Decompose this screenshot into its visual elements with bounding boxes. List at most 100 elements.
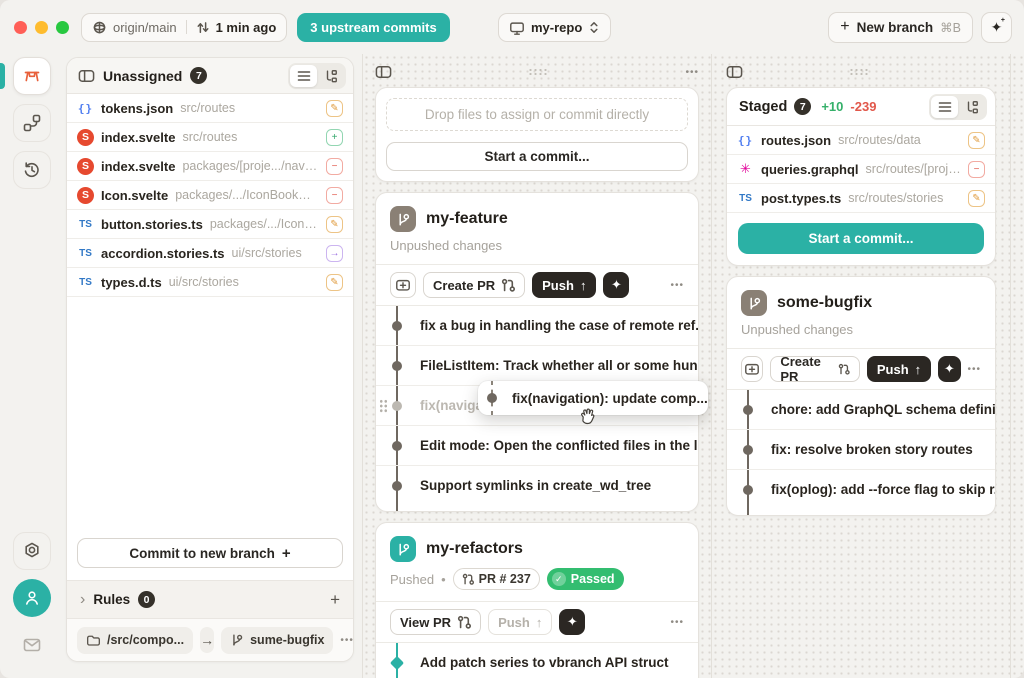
repo-selector[interactable]: my-repo <box>498 13 612 42</box>
branch-card-my-feature: my-feature Unpushed changes Create PR <box>375 192 699 512</box>
new-branch-button[interactable]: + New branch ⌘B <box>828 11 973 43</box>
create-pr-label: Create PR <box>780 354 821 384</box>
add-rule-button[interactable]: + <box>330 589 340 609</box>
mail-icon <box>23 638 41 652</box>
start-commit-button[interactable]: Start a commit... <box>386 142 688 171</box>
commit-row[interactable]: fix a bug in handling the case of remote… <box>376 306 698 345</box>
check-icon: ✓ <box>551 572 566 586</box>
file-row[interactable]: TS button.stories.ts packages/.../IconBo… <box>67 210 353 239</box>
drop-files-zone[interactable]: Drop files to assign or commit directly <box>386 98 688 131</box>
footer-menu-button[interactable]: ••• <box>340 634 354 646</box>
branch-menu-button[interactable]: ••• <box>670 616 684 628</box>
file-path: packages/[proje.../navigati... <box>182 159 319 173</box>
view-mode-toggle <box>288 62 346 89</box>
file-row[interactable]: S Icon.svelte packages/.../IconBookmark.… <box>67 181 353 210</box>
minimize-window-button[interactable] <box>35 20 48 34</box>
push-button-disabled[interactable]: Push ↑ <box>488 609 553 635</box>
unassigned-count-badge: 7 <box>190 67 208 84</box>
branch-menu-button[interactable]: ••• <box>967 363 982 375</box>
window-controls <box>14 20 69 34</box>
view-pr-button[interactable]: View PR <box>390 609 482 635</box>
file-row[interactable]: {} tokens.json src/routes ✎ <box>67 94 353 123</box>
commit-message: chore: add GraphQL schema defini... <box>771 402 995 417</box>
file-row[interactable]: TS post.types.ts src/routes/stories ✎ <box>727 184 995 213</box>
ai-branch-button[interactable]: ✦ <box>603 272 630 298</box>
checks-passed-badge[interactable]: ✓ Passed <box>546 568 624 590</box>
panel-collapse-icon[interactable] <box>726 64 743 80</box>
file-row[interactable]: TS types.d.ts ui/src/stories ✎ <box>67 268 353 297</box>
tree-view-button[interactable] <box>317 65 344 87</box>
upstream-commits-badge[interactable]: 3 upstream commits <box>297 12 450 42</box>
commit-row[interactable]: fix(oplog): add --force flag to skip r..… <box>727 469 995 509</box>
commit-row[interactable]: fix: resolve broken story routes <box>727 429 995 469</box>
file-row[interactable]: S index.svelte src/routes + <box>67 123 353 152</box>
nav-workspace-button[interactable] <box>13 57 51 95</box>
graphql-file-icon: ✳ <box>740 161 751 176</box>
file-row[interactable]: S index.svelte packages/[proje.../naviga… <box>67 152 353 181</box>
status-modified-icon: ✎ <box>326 99 343 117</box>
stack-header <box>726 60 996 84</box>
svelte-file-icon: S <box>77 128 94 146</box>
status-removed-icon: − <box>326 157 343 175</box>
drag-handle-icon[interactable] <box>528 68 550 76</box>
zoom-window-button[interactable] <box>56 20 69 34</box>
assign-arrow-button[interactable]: → <box>200 627 215 653</box>
push-label: Push <box>498 614 530 630</box>
list-view-button[interactable] <box>290 64 317 87</box>
branch-header[interactable]: my-feature Unpushed changes <box>376 193 698 264</box>
file-row[interactable]: TS accordion.stories.ts ui/src/stories → <box>67 239 353 268</box>
create-pr-button[interactable]: Create PR <box>770 354 860 384</box>
file-name: index.svelte <box>101 129 176 145</box>
panel-collapse-icon[interactable] <box>375 64 392 80</box>
assign-changes-button[interactable] <box>741 356 764 382</box>
separator-dot: • <box>441 571 446 587</box>
create-pr-button[interactable]: Create PR <box>423 272 526 298</box>
nav-history-button[interactable] <box>13 151 51 189</box>
drag-handle-icon[interactable] <box>848 68 870 76</box>
branch-header[interactable]: my-refactors Pushed • PR # 237 ✓ Passed <box>376 523 698 601</box>
status-modified-icon: ✎ <box>326 273 343 291</box>
branch-menu-button[interactable]: ••• <box>670 279 684 291</box>
commit-row[interactable]: Add patch series to vbranch API struct <box>376 643 698 678</box>
tree-view-button[interactable] <box>958 96 985 118</box>
commit-row[interactable]: FileListItem: Track whether all or some … <box>376 345 698 385</box>
panel-left-icon[interactable] <box>78 68 95 84</box>
commit-dot-icon <box>392 400 402 411</box>
commit-diamond-icon <box>389 655 405 670</box>
branch-header[interactable]: some-bugfix Unpushed changes <box>727 277 995 348</box>
file-name: index.svelte <box>101 158 176 174</box>
tree-view-icon <box>326 69 337 82</box>
source-path-chip[interactable]: /src/compo... <box>77 626 194 654</box>
commit-row[interactable]: Edit mode: Open the conflicted files in … <box>376 425 698 465</box>
file-row[interactable]: {} routes.json src/routes/data ✎ <box>727 126 995 155</box>
commit-to-new-branch-button[interactable]: Commit to new branch + <box>77 538 343 568</box>
file-path: packages/.../IconBook... <box>209 217 319 231</box>
top-bar: origin/main 1 min ago 3 upstream commits… <box>0 0 1024 54</box>
list-view-button[interactable] <box>931 95 958 118</box>
user-avatar[interactable] <box>13 579 51 617</box>
ai-branch-button[interactable]: ✦ <box>559 609 586 635</box>
commit-row[interactable]: chore: add GraphQL schema defini... <box>727 390 995 429</box>
settings-button[interactable] <box>13 532 51 570</box>
pr-number-pill[interactable]: PR # 237 <box>452 568 540 590</box>
target-branch-button[interactable]: origin/main 1 min ago <box>81 12 288 42</box>
ai-actions-button[interactable]: ✦ + <box>981 11 1012 43</box>
commit-row[interactable]: Support symlinks in create_wd_tree <box>376 465 698 505</box>
file-row[interactable]: ✳ queries.graphql src/routes/[project-s.… <box>727 155 995 184</box>
start-commit-button[interactable]: Start a commit... <box>738 223 984 254</box>
chevron-right-icon[interactable]: › <box>80 590 86 608</box>
sparkle-icon: ✦ <box>990 18 1003 35</box>
stack-menu-button[interactable]: ••• <box>685 66 699 78</box>
feedback-button[interactable] <box>13 626 51 664</box>
target-branch-chip[interactable]: sume-bugfix <box>221 626 334 654</box>
ai-branch-button[interactable]: ✦ <box>938 356 961 382</box>
json-file-icon: {} <box>737 133 754 147</box>
plus-icon: + <box>840 18 850 35</box>
drag-grip-icon[interactable] <box>379 398 388 413</box>
push-button[interactable]: Push ↑ <box>532 272 597 298</box>
drag-preview[interactable]: fix(navigation): update comp... <box>478 381 708 415</box>
assign-changes-button[interactable] <box>390 272 416 298</box>
nav-branches-button[interactable] <box>13 104 51 142</box>
push-button[interactable]: Push ↑ <box>866 356 932 382</box>
close-window-button[interactable] <box>14 20 27 34</box>
